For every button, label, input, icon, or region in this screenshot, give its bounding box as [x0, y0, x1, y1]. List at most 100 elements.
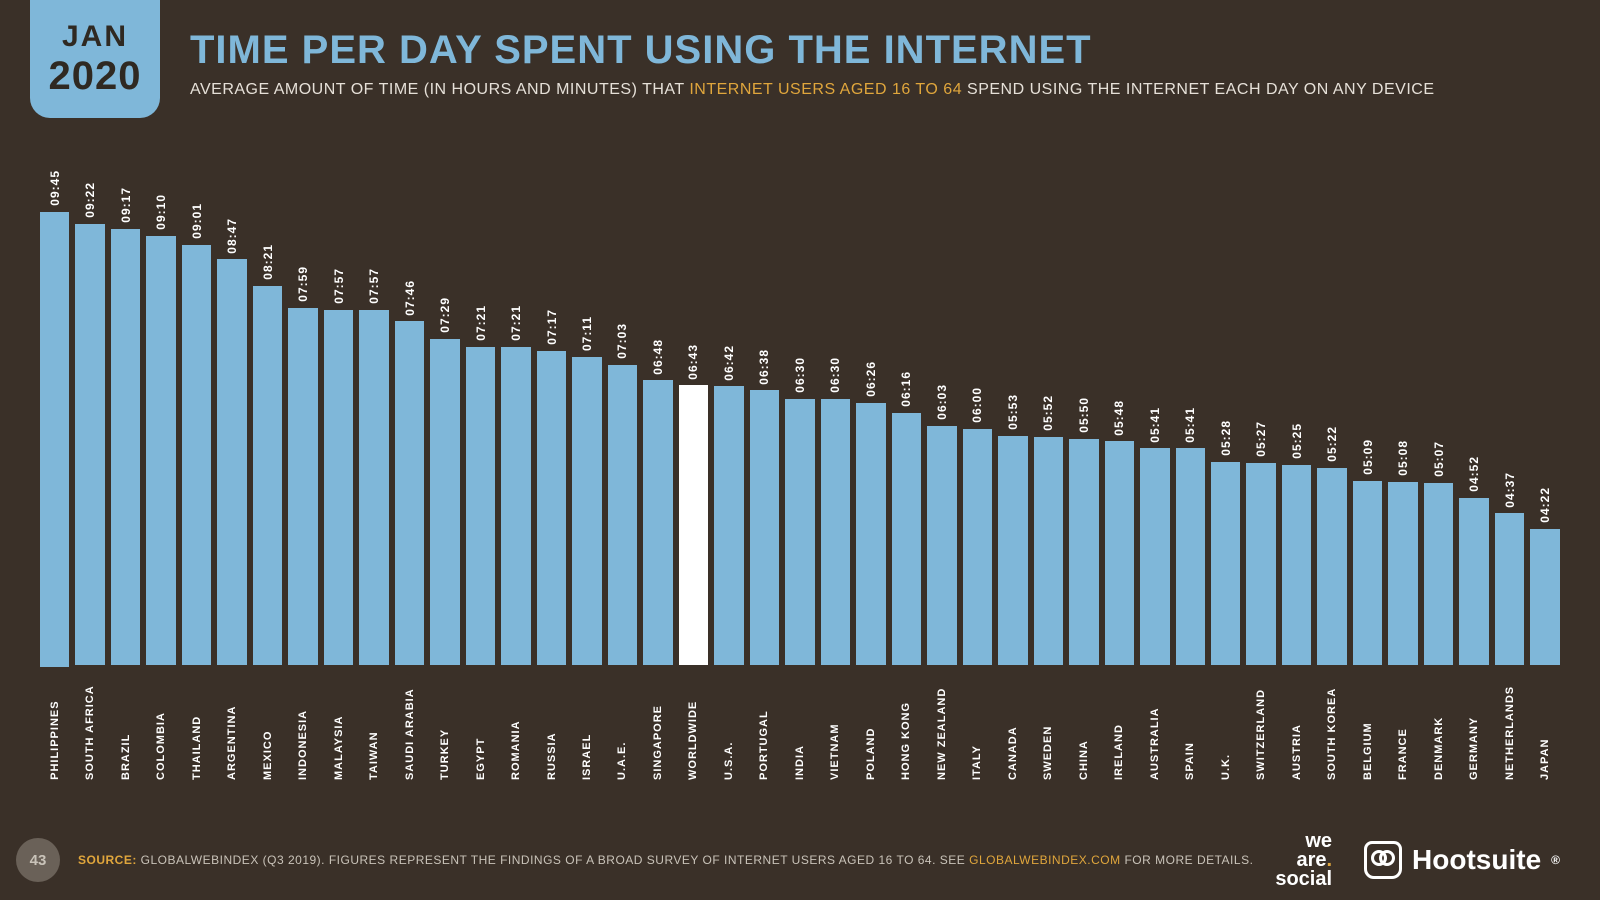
bar-item: 05:50CHINA: [1069, 170, 1098, 780]
bar-category: PORTUGAL: [758, 675, 770, 780]
source-text-before: GLOBALWEBINDEX (Q3 2019). FIGURES REPRES…: [137, 853, 969, 867]
bar-item: 06:16HONG KONG: [892, 170, 921, 780]
bar-item: 06:43WORLDWIDE: [679, 170, 708, 780]
date-badge: JAN 2020: [30, 0, 160, 118]
bar-item: 05:22 SOUTH KOREA: [1317, 170, 1346, 780]
bar-item: 06:03 NEW ZEALAND: [927, 170, 956, 780]
bar: [1459, 498, 1488, 665]
bar: [395, 321, 424, 665]
bar-value: 06:16: [899, 371, 913, 407]
bar-value: 07:11: [580, 316, 594, 351]
bar-value: 07:57: [367, 268, 381, 304]
bar: [501, 347, 530, 665]
bar: [856, 403, 885, 665]
bar-item: 07:29TURKEY: [430, 170, 459, 780]
bar-value: 08:47: [225, 218, 239, 254]
bar: [1388, 482, 1417, 665]
bar-category: MEXICO: [262, 675, 274, 780]
bar-category: U.K.: [1220, 675, 1232, 780]
bar: [324, 310, 353, 665]
owl-icon: [1364, 841, 1402, 879]
badge-year: 2020: [49, 56, 142, 96]
bar-item: 08:47ARGENTINA: [217, 170, 246, 780]
bar-item: 06:30INDIA: [785, 170, 814, 780]
bar-category: PHILIPPINES: [49, 677, 61, 780]
bar-value: 05:50: [1077, 397, 1091, 433]
bar-value: 06:30: [828, 357, 842, 393]
bar-category: FRANCE: [1397, 675, 1409, 780]
bar: [75, 224, 104, 665]
bar-value: 09:17: [119, 187, 133, 223]
bar: [821, 399, 850, 666]
bar-value: 05:25: [1290, 423, 1304, 459]
bar-item: 05:52 SWEDEN: [1034, 170, 1063, 780]
bar-category: ISRAEL: [581, 675, 593, 780]
bar-value: 07:21: [509, 305, 523, 341]
bar: [1211, 462, 1240, 665]
bar: [714, 386, 743, 665]
bar-item: 05:28 U.K.: [1211, 170, 1240, 780]
bar-category: DENMARK: [1433, 675, 1445, 780]
bar-item: 07:21EGYPT: [466, 170, 495, 780]
bar-value: 09:22: [83, 182, 97, 218]
bar-item: 07:17RUSSIA: [537, 170, 566, 780]
bar-item: 07:59INDONESIA: [288, 170, 317, 780]
bar: [1530, 529, 1559, 665]
bar-value: 05:41: [1148, 407, 1162, 443]
bar-category: ROMANIA: [510, 675, 522, 780]
subtitle-after: SPEND USING THE INTERNET EACH DAY ON ANY…: [962, 81, 1434, 98]
bar: [1317, 468, 1346, 665]
badge-month: JAN: [62, 22, 128, 52]
bar-value: 07:21: [474, 305, 488, 341]
source-link: GLOBALWEBINDEX.COM: [969, 853, 1120, 867]
bar: [1105, 441, 1134, 665]
source-text-after: FOR MORE DETAILS.: [1121, 853, 1254, 867]
bar-item: 08:21MEXICO: [253, 170, 282, 780]
bar-value: 07:17: [545, 309, 559, 345]
bar-category: SOUTH KOREA: [1326, 675, 1338, 780]
subtitle-before: AVERAGE AMOUNT OF TIME (IN HOURS AND MIN…: [190, 81, 689, 98]
bar-item: 07:03U.A.E.: [608, 170, 637, 780]
bar: [963, 429, 992, 665]
bar-value: 06:03: [935, 384, 949, 420]
bar-item: 06:48SINGAPORE: [643, 170, 672, 780]
bar: [927, 426, 956, 665]
bar-category: SWEDEN: [1042, 675, 1054, 780]
bar: [1069, 439, 1098, 665]
bar-category: THAILAND: [191, 675, 203, 780]
bar: [111, 229, 140, 665]
bar-value: 05:52: [1041, 395, 1055, 431]
bar-category: SINGAPORE: [652, 675, 664, 780]
bar-category: GERMANY: [1468, 675, 1480, 780]
bar-item: 06:30VIETNAM: [821, 170, 850, 780]
bar-category: COLOMBIA: [155, 675, 167, 780]
bar-value: 04:37: [1503, 472, 1517, 508]
bar: [750, 390, 779, 665]
bar-value: 05:41: [1183, 407, 1197, 443]
bar-value: 05:22: [1325, 426, 1339, 462]
subtitle-highlight: INTERNET USERS AGED 16 TO 64: [689, 81, 962, 98]
hootsuite-logo: Hootsuite®: [1364, 841, 1560, 879]
bar: [182, 245, 211, 665]
bar-value: 05:07: [1432, 441, 1446, 477]
bar-item: 07:11 ISRAEL: [572, 170, 601, 780]
bar-category: NEW ZEALAND: [936, 675, 948, 780]
bar-item: 09:45PHILIPPINES: [40, 170, 69, 780]
bar-item: 06:38PORTUGAL: [750, 170, 779, 780]
bar-category: POLAND: [865, 675, 877, 780]
bar: [1246, 463, 1275, 665]
bar-category: AUSTRIA: [1291, 675, 1303, 780]
bar-value: 05:28: [1219, 420, 1233, 456]
title-block: TIME PER DAY SPENT USING THE INTERNET AV…: [190, 28, 1560, 99]
bar: [430, 339, 459, 665]
bar-item: 05:48IRELAND: [1105, 170, 1134, 780]
bar-item: 06:42U.S.A.: [714, 170, 743, 780]
bar-item: 09:01THAILAND: [182, 170, 211, 780]
bar-value: 09:10: [154, 194, 168, 230]
bar: [537, 351, 566, 665]
bar-category: TURKEY: [439, 675, 451, 780]
bar-category: IRELAND: [1113, 675, 1125, 780]
logos: we are. social Hootsuite®: [1275, 832, 1560, 889]
bar-category: SAUDI ARABIA: [404, 675, 416, 780]
bar-value: 07:57: [332, 268, 346, 304]
